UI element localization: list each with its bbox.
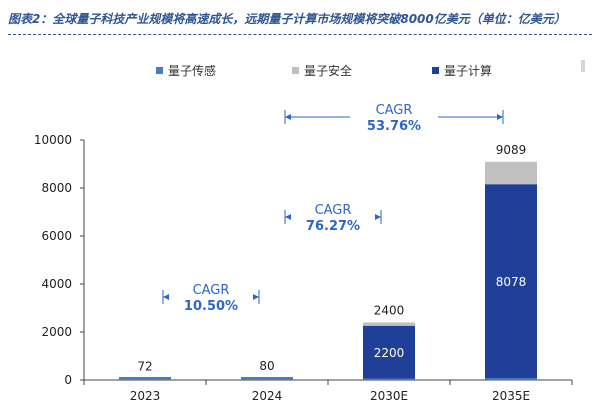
legend-label: 量子传感: [168, 63, 216, 78]
legend-label: 量子计算: [444, 63, 492, 78]
cagr-arrowhead-left: [163, 294, 169, 300]
figure-title: 图表2：全球量子科技产业规模将高速成长，远期量子计算市场规模将突破8000亿美元…: [8, 12, 566, 26]
cagr-arrowhead-right: [497, 114, 503, 120]
cagr-value: 10.50%: [184, 299, 238, 314]
y-tick-label: 2000: [41, 325, 72, 339]
x-tick-label: 2030E: [370, 389, 408, 403]
cagr-arrowhead-left: [285, 114, 291, 120]
legend-swatch: [292, 67, 299, 74]
title-divider: [8, 34, 592, 35]
segment-label: 2200: [374, 346, 405, 360]
cagr-label: CAGR: [376, 103, 413, 118]
cagr-value: 53.76%: [367, 119, 421, 134]
cagr-value: 76.27%: [306, 219, 360, 234]
bar-segment-量子计算: [485, 184, 537, 379]
cagr-arrowhead-right: [253, 294, 259, 300]
bar-segment-量子传感: [119, 377, 171, 380]
bar-segment-量子传感: [485, 377, 537, 380]
cagr-label: CAGR: [315, 203, 352, 218]
cagr-arrowhead-left: [285, 214, 291, 220]
bar-segment-量子计算: [363, 325, 415, 379]
segment-label: 8078: [496, 275, 527, 289]
bar-segment-量子安全: [363, 322, 415, 326]
scroll-indicator: [581, 60, 585, 72]
y-tick-label: 4000: [41, 277, 72, 291]
x-tick-label: 2035E: [492, 389, 530, 403]
total-label: 9089: [496, 143, 527, 157]
total-label: 72: [137, 359, 152, 373]
cagr-label: CAGR: [193, 283, 230, 298]
total-label: 2400: [374, 303, 405, 317]
y-tick-label: 8000: [41, 181, 72, 195]
legend-swatch: [156, 67, 163, 74]
x-tick-label: 2024: [252, 389, 283, 403]
bar-segment-量子安全: [485, 161, 537, 185]
y-tick-label: 6000: [41, 229, 72, 243]
total-label: 80: [259, 359, 274, 373]
x-tick-label: 2023: [130, 389, 161, 403]
y-tick-label: 10000: [34, 133, 72, 147]
legend-swatch: [432, 67, 439, 74]
bar-segment-量子传感: [241, 377, 293, 380]
legend-label: 量子安全: [304, 63, 352, 78]
cagr-arrowhead-right: [375, 214, 381, 220]
y-tick-label: 0: [64, 373, 72, 387]
